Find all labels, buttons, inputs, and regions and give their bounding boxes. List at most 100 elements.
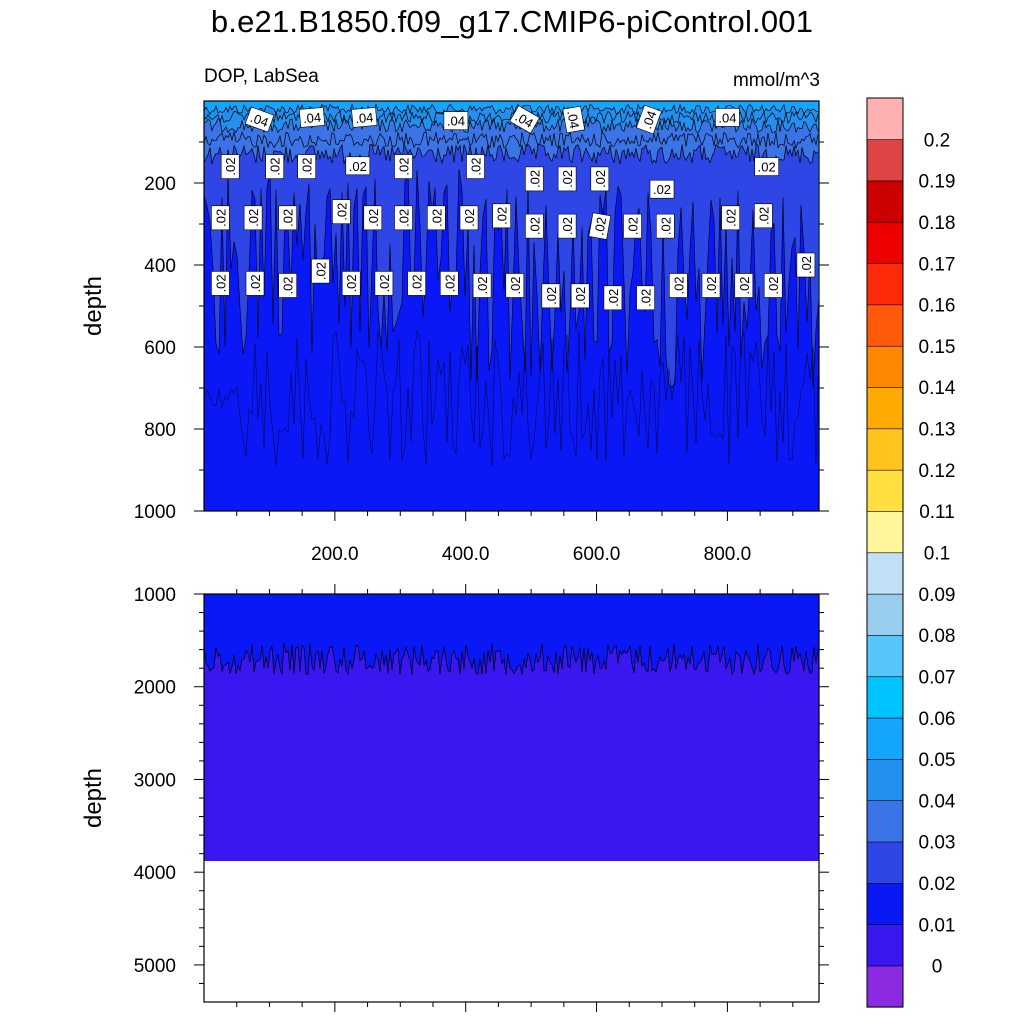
contour-label-box — [721, 205, 741, 231]
colorbar-level-label: 0.06 — [919, 709, 956, 730]
contour-label-box — [623, 213, 642, 239]
upper-y-axis-label: depth — [80, 276, 107, 336]
lower-y-axis-label: depth — [80, 768, 107, 828]
contour-label-text: .02 — [671, 276, 686, 294]
colorbar-swatch — [866, 469, 904, 512]
contour-label-text: .02 — [508, 276, 523, 294]
contour-label-52: .02 — [763, 273, 783, 298]
contour-label-text: .02 — [475, 276, 490, 294]
contour-label-box — [557, 166, 577, 192]
contour-label-box — [394, 205, 413, 231]
band-0-0.01 — [204, 643, 819, 862]
contour-label-29: .02 — [557, 213, 577, 239]
contour-label-25: .02 — [426, 205, 446, 231]
contour-label-box — [220, 154, 240, 179]
lower-y-tick-label: 1000 — [134, 585, 176, 606]
variable-label: DOP, LabSea — [204, 66, 319, 87]
upper-filled-contours — [204, 101, 819, 511]
contour-label-text: .02 — [758, 160, 776, 175]
contour-label-49: .02 — [668, 273, 688, 298]
colorbar-level-label: 0.17 — [919, 254, 956, 275]
contour-label-text: .02 — [442, 274, 457, 292]
lower-depth-panel: 1000 2000 3000 4000 5000 depth — [80, 585, 829, 1003]
lower-contour-lines — [204, 642, 819, 676]
contour-label-text: .02 — [756, 207, 771, 225]
contour-label-text: .04 — [564, 109, 582, 129]
contour-label-45: .02 — [541, 283, 561, 309]
contour-label-box — [505, 273, 525, 298]
contour-label-28: .02 — [525, 213, 544, 239]
contour-label-text: .02 — [314, 262, 329, 280]
contour-label-box — [754, 157, 780, 176]
colorbar-swatch — [866, 139, 904, 182]
contour-label-text: .02 — [223, 158, 238, 176]
contour-label-53: .02 — [796, 252, 816, 278]
contour-label-box — [245, 271, 265, 296]
contour-label-51: .02 — [734, 273, 754, 298]
contour-label-40: .02 — [374, 271, 394, 296]
contour-label-9: .02 — [265, 154, 285, 179]
contour-label-text: .04 — [718, 110, 736, 125]
contour-label-box — [297, 154, 317, 179]
contour-label-box — [649, 179, 675, 199]
contour-label-text: .02 — [213, 209, 228, 227]
contour-label-31: .02 — [623, 213, 642, 239]
contour-label-26: .02 — [459, 205, 479, 231]
contour-label-16: .02 — [590, 166, 610, 192]
contour-label-text: .02 — [560, 170, 575, 188]
upper-y-tick-label: 800 — [144, 420, 176, 441]
colorbar-level-label: 0.12 — [919, 461, 956, 482]
colorbar-swatch — [866, 345, 904, 388]
contour-label-35: .02 — [211, 271, 230, 296]
x-tick-label: 200.0 — [311, 544, 359, 565]
contour-label-7: .04 — [715, 108, 740, 127]
contour-label-box — [407, 271, 426, 296]
contour-label-box — [763, 273, 783, 298]
contour-label-23: .02 — [363, 205, 383, 231]
contour-label-text: .02 — [724, 209, 739, 227]
contour-label-box — [734, 273, 754, 298]
contour-label-text: .02 — [397, 158, 412, 176]
lower-y-tick-label: 3000 — [134, 770, 176, 791]
colorbar-swatch — [866, 634, 904, 678]
colorbar-swatch — [866, 386, 904, 430]
contour-label-box — [243, 205, 263, 231]
contour-label-6: .04 — [635, 104, 662, 135]
contour-label-box — [374, 271, 394, 296]
upper-y-tick-label: 1000 — [134, 502, 176, 523]
contour-label-4: .04 — [509, 105, 540, 134]
lower-filled-contours — [204, 594, 819, 1002]
contour-label-box — [351, 107, 378, 128]
contour-label-box — [443, 111, 469, 130]
contour-label-box — [492, 203, 512, 229]
contour-label-33: .02 — [721, 205, 741, 231]
contour-label-text: .04 — [248, 110, 270, 130]
contour-label-box — [796, 252, 816, 278]
contour-label-box — [541, 283, 561, 309]
colorbar-swatch — [866, 841, 904, 884]
contour-label-39: .02 — [341, 271, 361, 296]
contour-label-0: .04 — [244, 106, 275, 133]
contour-label-10: .02 — [297, 154, 317, 179]
contour-label-15: .02 — [557, 166, 577, 192]
contour-label-box — [668, 273, 688, 298]
colorbar-level-label: 0.11 — [919, 502, 955, 523]
contour-label-2: .04 — [351, 107, 378, 128]
contour-label-text: .02 — [410, 274, 425, 292]
contour-label-text: .02 — [495, 207, 510, 225]
contour-label-27: .02 — [492, 203, 512, 229]
colorbar-level-label: 0.14 — [919, 378, 956, 399]
contour-label-text: .02 — [366, 209, 381, 227]
contour-label-box — [588, 212, 612, 240]
contour-label-box — [715, 108, 740, 127]
contour-label-text: .02 — [377, 274, 392, 292]
contour-line-upper-4 — [204, 131, 819, 149]
contour-label-box — [636, 285, 655, 311]
x-tick-label: 800.0 — [704, 544, 752, 565]
colorbar-swatch — [866, 510, 904, 554]
contour-label-5: .04 — [562, 105, 585, 134]
contour-label-box — [211, 205, 230, 231]
contour-line-labels: .04 .04 .04 .04 .04 .04 .04 .04 .02 .02 .02 .02 .02.… — [211, 104, 816, 311]
contour-label-42: .02 — [439, 271, 459, 296]
contour-line-0.02 — [204, 169, 819, 388]
